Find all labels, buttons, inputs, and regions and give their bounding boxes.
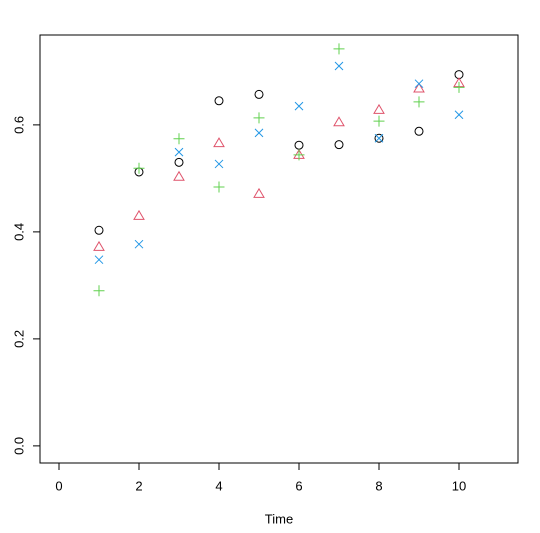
point bbox=[454, 110, 464, 120]
point bbox=[134, 239, 144, 249]
point bbox=[293, 149, 305, 161]
point bbox=[94, 225, 104, 235]
y-tick-label: 0.0 bbox=[11, 437, 26, 455]
point bbox=[94, 255, 104, 265]
point bbox=[334, 61, 344, 71]
point bbox=[413, 82, 425, 93]
point bbox=[253, 187, 265, 198]
point bbox=[254, 128, 264, 138]
point bbox=[174, 157, 184, 167]
point bbox=[334, 140, 344, 150]
point bbox=[414, 79, 424, 89]
point bbox=[373, 103, 385, 114]
point bbox=[453, 81, 465, 93]
point bbox=[174, 147, 184, 157]
point bbox=[373, 115, 385, 127]
point bbox=[254, 89, 264, 99]
x-tick-label: 8 bbox=[375, 478, 382, 493]
point bbox=[213, 137, 225, 148]
point bbox=[214, 96, 224, 106]
point bbox=[374, 133, 384, 143]
point bbox=[214, 159, 224, 169]
x-tick-label: 10 bbox=[452, 478, 466, 493]
point bbox=[333, 43, 345, 55]
point bbox=[253, 112, 265, 124]
point bbox=[133, 162, 145, 174]
point bbox=[173, 133, 185, 145]
y-tick-label: 0.4 bbox=[11, 223, 26, 241]
y-tick-label: 0.2 bbox=[11, 330, 26, 348]
x-tick-label: 2 bbox=[135, 478, 142, 493]
x-tick-label: 4 bbox=[215, 478, 222, 493]
point bbox=[374, 133, 384, 143]
x-axis-label: Time bbox=[265, 511, 293, 526]
point bbox=[133, 209, 145, 220]
point bbox=[294, 140, 304, 150]
x-tick-label: 0 bbox=[55, 478, 62, 493]
point bbox=[93, 240, 105, 251]
y-tick-label: 0.6 bbox=[11, 116, 26, 134]
point bbox=[213, 181, 225, 193]
plot-frame bbox=[39, 34, 519, 464]
point bbox=[333, 116, 345, 127]
point bbox=[414, 126, 424, 136]
point bbox=[173, 170, 185, 181]
point bbox=[413, 96, 425, 108]
point bbox=[93, 285, 105, 297]
x-tick-label: 6 bbox=[295, 478, 302, 493]
point bbox=[294, 101, 304, 111]
